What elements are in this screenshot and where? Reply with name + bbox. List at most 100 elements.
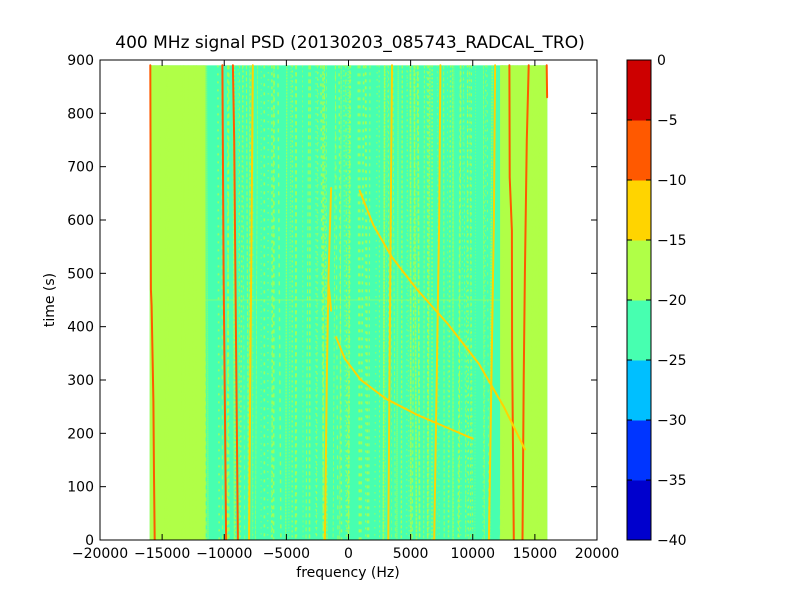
noise-streak: [378, 65, 381, 540]
noise-streak: [423, 65, 425, 540]
spectral-line-drift-center-hook: [327, 283, 333, 312]
spectral-line-drift-right: [433, 64, 442, 540]
noise-streak: [255, 65, 259, 540]
colorbar-tick-label: −15: [657, 233, 687, 249]
colorbar-tick-label: −40: [657, 533, 687, 549]
spectral-line-drift-left: [248, 64, 254, 540]
x-tick-label: −15000: [134, 546, 190, 562]
spectral-line-carrier-right-b: [521, 64, 530, 540]
noise-streak: [543, 65, 548, 540]
noise-streak: [452, 65, 454, 540]
y-tick-label: 600: [67, 213, 94, 229]
noise-streak: [308, 65, 311, 540]
noise-streak: [326, 65, 328, 540]
spectral-line-carrier-right-a: [508, 64, 515, 540]
noise-streak: [469, 65, 473, 540]
noise-streak: [400, 65, 403, 540]
y-axis-label: time (s): [42, 273, 58, 327]
noise-streak: [368, 65, 371, 540]
noise-streak: [447, 65, 452, 540]
colorbar-tick-label: −35: [657, 473, 687, 489]
y-tick-label: 400: [67, 320, 94, 336]
noise-streak: [245, 65, 250, 540]
noise-streak: [413, 65, 418, 540]
heatmap-layer: [149, 64, 549, 540]
noise-streak: [540, 65, 544, 540]
noise-streak: [277, 65, 282, 540]
noise-streak: [364, 65, 369, 540]
noise-streak: [458, 65, 461, 540]
noise-streak: [316, 65, 318, 540]
noise-streak: [463, 65, 467, 540]
colorbar-tick-label: 0: [657, 53, 666, 69]
noise-streak: [270, 65, 275, 540]
noise-streak: [469, 65, 473, 540]
noise-streak: [417, 65, 421, 540]
noise-streak: [180, 65, 183, 540]
x-tick-label: 5000: [393, 546, 429, 562]
spectral-line-drift-center: [323, 187, 333, 540]
noise-streak: [166, 65, 171, 540]
noise-streak: [272, 65, 275, 540]
colorbar-band: [627, 120, 651, 181]
spectral-line-chirp-lower: [335, 336, 474, 440]
noise-streak: [406, 65, 410, 540]
y-tick-label: 900: [67, 53, 94, 69]
y-tick-label: 300: [67, 373, 94, 389]
spectral-line-drift-mid: [387, 64, 393, 540]
noise-streak: [536, 65, 541, 540]
noise-streak: [447, 65, 449, 540]
colorbar-band: [627, 480, 651, 541]
noise-streak: [288, 65, 292, 540]
x-tick-label: 0: [344, 546, 353, 562]
noise-streak: [392, 65, 396, 540]
noise-streak: [226, 65, 230, 540]
colorbar: 0 −5 −10 −15 −20 −25 −30 −35 −40: [626, 53, 687, 549]
noise-streak: [542, 65, 546, 540]
x-tick-label: −20000: [72, 546, 128, 562]
spectral-line-carrier-left-outer: [149, 64, 156, 540]
y-tick-label: 500: [67, 266, 94, 282]
colorbar-tick-label: −25: [657, 353, 687, 369]
noise-streak: [339, 65, 342, 540]
noise-streak: [285, 65, 288, 540]
noise-streak: [248, 65, 251, 540]
colorbar-tick-label: −5: [657, 113, 678, 129]
noise-streak: [500, 65, 505, 540]
noise-streak: [457, 65, 461, 540]
y-tick-label: 200: [67, 426, 94, 442]
colorbar-tick-label: −30: [657, 413, 687, 429]
x-axis-label: frequency (Hz): [296, 565, 399, 581]
noise-streak: [347, 65, 351, 540]
noise-streak: [530, 65, 535, 540]
noise-streak: [502, 65, 506, 540]
y-tick-label: 800: [67, 106, 94, 122]
heatmap-edge-band-0: [149, 65, 206, 540]
noise-streak: [489, 65, 493, 540]
noise-streak: [482, 65, 485, 540]
noise-streak: [305, 65, 310, 540]
noise-streak: [502, 65, 506, 540]
noise-streak: [382, 65, 386, 540]
x-tick-label: −10000: [196, 546, 252, 562]
x-tick-label: 15000: [513, 546, 558, 562]
noise-streak: [332, 65, 337, 540]
noise-streak: [203, 65, 207, 540]
colorbar-band: [627, 420, 651, 481]
y-axis: 0 100 200 300 400 500 600 700 800 900: [67, 53, 597, 549]
noise-streak: [411, 65, 416, 540]
y-tick-label: 700: [67, 160, 94, 176]
noise-streak: [153, 65, 158, 540]
noise-streak: [182, 65, 186, 540]
noise-streak: [523, 65, 526, 540]
noise-streak: [239, 65, 244, 540]
colorbar-band: [627, 300, 651, 361]
noise-streak: [164, 65, 168, 540]
spectral-line-carrier-left-b: [231, 64, 239, 540]
noise-streak: [465, 65, 469, 540]
colorbar-band: [627, 360, 651, 421]
noise-streak: [192, 65, 195, 540]
x-tick-label: 10000: [450, 546, 495, 562]
x-tick-label: −5000: [263, 546, 310, 562]
